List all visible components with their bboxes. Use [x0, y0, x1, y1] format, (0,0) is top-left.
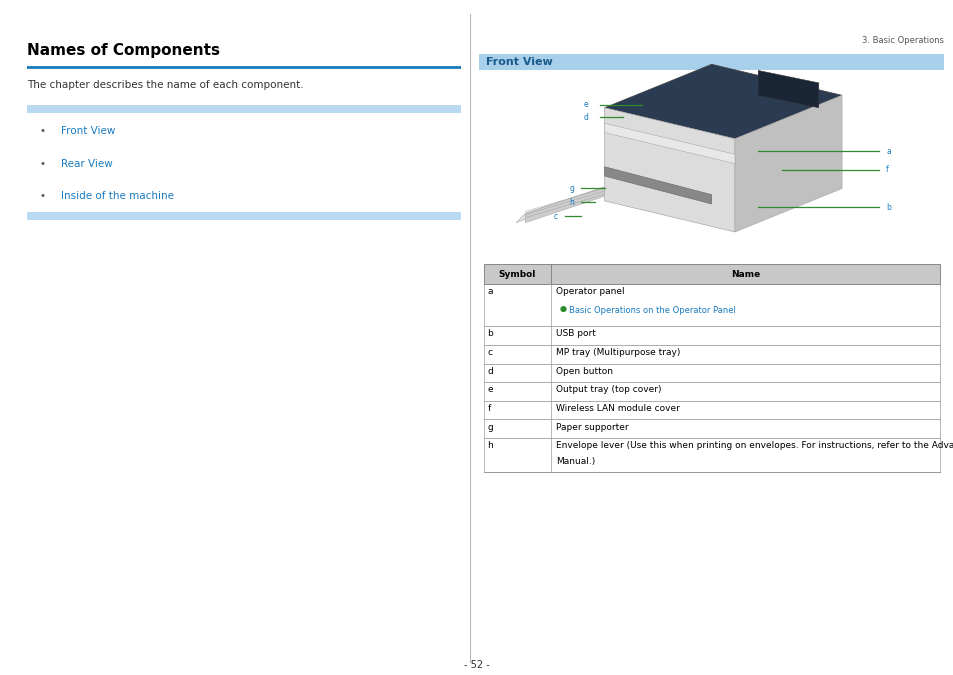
Text: Wireless LAN module cover: Wireless LAN module cover: [556, 404, 679, 413]
Text: a: a: [885, 146, 890, 156]
Text: h: h: [569, 198, 574, 207]
Text: Name: Name: [730, 269, 760, 279]
Text: Output tray (top cover): Output tray (top cover): [556, 385, 660, 394]
Text: The chapter describes the name of each component.: The chapter describes the name of each c…: [27, 80, 303, 90]
Polygon shape: [604, 124, 734, 163]
Polygon shape: [604, 108, 734, 232]
Text: Manual.): Manual.): [556, 456, 595, 466]
Text: Open button: Open button: [556, 367, 612, 376]
Bar: [27, 212, 460, 220]
Text: USB port: USB port: [556, 329, 595, 338]
Bar: [483, 264, 939, 284]
Text: g: g: [487, 423, 493, 431]
Text: b: b: [487, 329, 493, 338]
Bar: [483, 345, 939, 364]
Text: c: c: [554, 212, 558, 221]
Text: •: •: [40, 159, 46, 169]
Text: Paper supporter: Paper supporter: [556, 423, 628, 431]
Text: •: •: [40, 191, 46, 201]
Bar: [483, 438, 939, 472]
Text: Operator panel: Operator panel: [556, 287, 623, 296]
Bar: [483, 284, 939, 326]
Bar: [27, 105, 460, 113]
Text: a: a: [487, 287, 493, 296]
Text: MP tray (Multipurpose tray): MP tray (Multipurpose tray): [556, 348, 679, 357]
Text: f: f: [487, 404, 490, 413]
Text: Front View: Front View: [61, 126, 115, 136]
Text: c: c: [487, 348, 492, 357]
Polygon shape: [525, 182, 618, 223]
Text: Front View: Front View: [485, 57, 552, 68]
Text: Names of Components: Names of Components: [27, 43, 219, 57]
Text: •: •: [40, 126, 46, 136]
Text: Envelope lever (Use this when printing on envelopes. For instructions, refer to : Envelope lever (Use this when printing o…: [556, 441, 953, 450]
Text: Basic Operations on the Operator Panel: Basic Operations on the Operator Panel: [568, 306, 735, 315]
Bar: [478, 54, 943, 70]
Polygon shape: [604, 64, 841, 139]
Text: - 52 -: - 52 -: [464, 659, 489, 670]
Text: Rear View: Rear View: [61, 159, 113, 169]
Text: g: g: [569, 184, 574, 193]
Polygon shape: [604, 167, 711, 204]
Bar: [483, 401, 939, 419]
Bar: [483, 364, 939, 382]
Bar: [483, 326, 939, 345]
Bar: [483, 419, 939, 438]
Text: e: e: [487, 385, 493, 394]
Text: d: d: [487, 367, 493, 376]
Polygon shape: [516, 182, 618, 223]
Text: h: h: [487, 441, 493, 450]
Text: Inside of the machine: Inside of the machine: [61, 191, 174, 201]
Text: d: d: [583, 113, 588, 122]
Polygon shape: [758, 70, 818, 108]
Text: b: b: [885, 202, 890, 211]
Polygon shape: [734, 95, 841, 232]
Text: 3. Basic Operations: 3. Basic Operations: [862, 36, 943, 45]
Bar: [483, 382, 939, 401]
Text: e: e: [583, 100, 588, 109]
Text: f: f: [885, 165, 888, 174]
Text: Symbol: Symbol: [498, 269, 536, 279]
Text: ⬤: ⬤: [558, 306, 566, 313]
